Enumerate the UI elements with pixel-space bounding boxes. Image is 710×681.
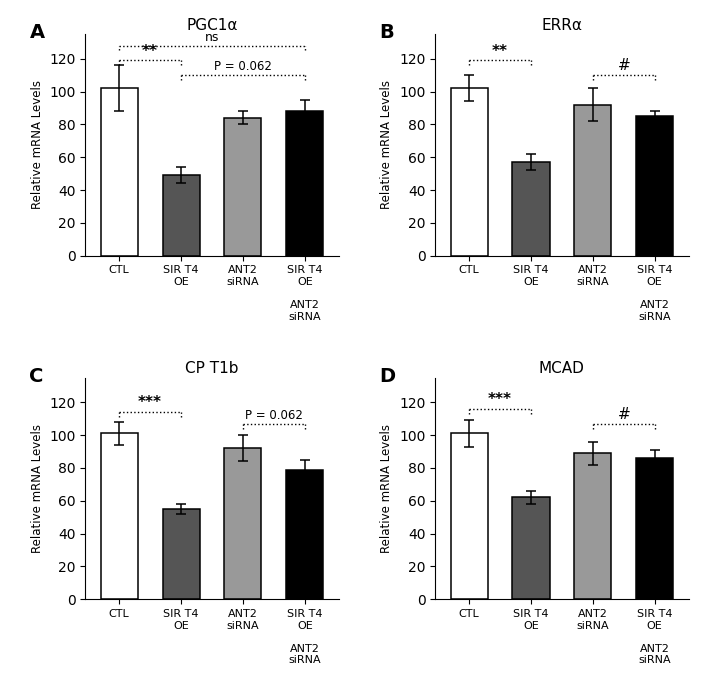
Text: #: #	[618, 59, 630, 74]
Bar	[574, 105, 611, 255]
Bar	[451, 89, 488, 255]
Text: **: **	[492, 44, 508, 59]
Bar	[101, 433, 138, 599]
Bar	[286, 470, 323, 599]
Text: D: D	[379, 366, 395, 385]
Bar	[286, 111, 323, 255]
Bar	[513, 498, 550, 599]
Text: A: A	[29, 23, 45, 42]
Bar	[224, 118, 261, 255]
Text: ***: ***	[488, 392, 512, 407]
Bar	[451, 433, 488, 599]
Bar	[574, 453, 611, 599]
Title: MCAD: MCAD	[539, 362, 585, 377]
Bar	[163, 175, 200, 255]
Y-axis label: Relative mRNA Levels: Relative mRNA Levels	[31, 80, 43, 209]
Title: CP T1b: CP T1b	[185, 362, 239, 377]
Bar	[101, 89, 138, 255]
Text: P = 0.062: P = 0.062	[214, 61, 272, 74]
Text: C: C	[29, 366, 44, 385]
Text: P = 0.062: P = 0.062	[245, 409, 302, 422]
Bar	[636, 458, 673, 599]
Y-axis label: Relative mRNA Levels: Relative mRNA Levels	[381, 80, 393, 209]
Text: B: B	[379, 23, 394, 42]
Bar	[224, 448, 261, 599]
Bar	[636, 116, 673, 255]
Text: **: **	[142, 44, 158, 59]
Text: #: #	[618, 407, 630, 422]
Bar	[513, 162, 550, 255]
Text: ***: ***	[138, 396, 162, 411]
Text: ns: ns	[204, 31, 219, 44]
Title: ERRα: ERRα	[542, 18, 582, 33]
Y-axis label: Relative mRNA Levels: Relative mRNA Levels	[31, 424, 43, 553]
Bar	[163, 509, 200, 599]
Title: PGC1α: PGC1α	[186, 18, 238, 33]
Y-axis label: Relative mRNA Levels: Relative mRNA Levels	[381, 424, 393, 553]
